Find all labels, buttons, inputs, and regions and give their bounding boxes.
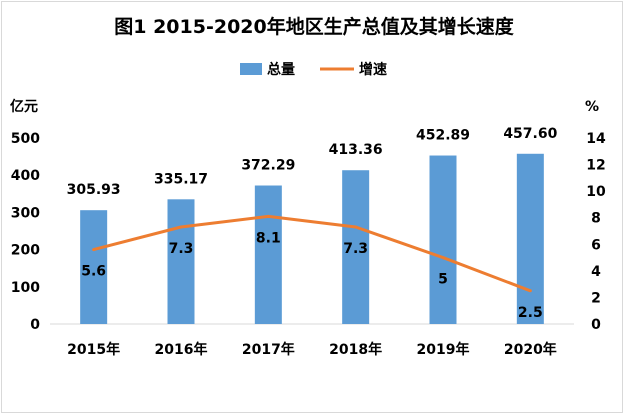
growth-point — [92, 248, 96, 252]
line-data-labels: 5.6 7.3 8.1 7.3 5 2.5 — [81, 230, 542, 320]
chart-svg: 图1 2015-2020年地区生产总值及其增长速度 总量 增速 亿元 % 0 10… — [10, 15, 606, 358]
right-tick-label: 14 — [586, 131, 606, 147]
bar-data-labels: 305.93 335.17 372.29 413.36 452.89 457.60 — [67, 126, 558, 198]
legend-bar-swatch — [240, 63, 262, 75]
right-tick-label: 10 — [586, 184, 606, 200]
right-tick-label: 4 — [591, 264, 601, 280]
left-tick-label: 300 — [11, 205, 40, 221]
bar-value-label: 305.93 — [67, 182, 121, 198]
legend-bar-label: 总量 — [267, 61, 295, 78]
bar-value-label: 372.29 — [241, 158, 295, 174]
x-tick-label: 2018年 — [329, 341, 382, 358]
x-tick-label: 2019年 — [417, 341, 470, 358]
left-tick-label: 500 — [11, 131, 40, 147]
left-tick-label: 200 — [11, 243, 40, 259]
bar — [429, 155, 457, 324]
left-tick-label: 100 — [11, 280, 40, 296]
right-tick-label: 8 — [591, 211, 601, 227]
left-tick-label: 0 — [30, 317, 40, 333]
growth-value-label: 7.3 — [343, 241, 368, 257]
right-tick-label: 12 — [586, 158, 605, 174]
growth-point — [266, 214, 270, 218]
x-tick-label: 2015年 — [67, 341, 120, 358]
growth-value-label: 5.6 — [81, 264, 106, 280]
growth-point — [528, 289, 532, 293]
x-tick-label: 2016年 — [155, 341, 208, 358]
legend-line-label: 增速 — [359, 61, 387, 78]
left-axis-ticks: 0 100 200 300 400 500 — [11, 131, 40, 333]
growth-point — [441, 256, 445, 260]
right-tick-label: 2 — [591, 290, 601, 306]
bar-value-label: 452.89 — [416, 128, 470, 144]
right-tick-label: 6 — [591, 237, 601, 253]
growth-point — [179, 225, 183, 229]
x-tick-label: 2017年 — [242, 341, 295, 358]
bar-value-label: 413.36 — [329, 142, 383, 158]
growth-value-label: 8.1 — [256, 230, 281, 246]
x-axis-labels: 2015年 2016年 2017年 2018年 2019年 2020年 — [67, 341, 557, 358]
right-axis-unit: % — [585, 99, 599, 115]
bar-series — [80, 153, 544, 324]
growth-value-label: 2.5 — [518, 305, 543, 321]
growth-value-label: 7.3 — [169, 241, 194, 257]
left-axis-unit: 亿元 — [10, 98, 38, 115]
growth-value-label: 5 — [438, 272, 448, 288]
bar — [516, 153, 544, 324]
bar — [167, 199, 195, 324]
right-axis-ticks: 0 2 4 6 8 10 12 14 — [586, 131, 606, 333]
growth-point — [354, 225, 358, 229]
bar-value-label: 335.17 — [154, 171, 208, 187]
bar — [342, 170, 370, 324]
chart-frame: 图1 2015-2020年地区生产总值及其增长速度 总量 增速 亿元 % 0 10… — [1, 1, 623, 413]
bar-value-label: 457.60 — [503, 126, 557, 142]
bar — [254, 185, 282, 324]
x-tick-label: 2020年 — [504, 341, 557, 358]
right-tick-label: 0 — [591, 317, 601, 333]
chart-title: 图1 2015-2020年地区生产总值及其增长速度 — [114, 15, 514, 38]
line-series — [92, 214, 532, 293]
legend: 总量 增速 — [240, 61, 387, 78]
bar — [80, 210, 108, 324]
left-tick-label: 400 — [11, 168, 40, 184]
growth-line — [93, 214, 531, 293]
